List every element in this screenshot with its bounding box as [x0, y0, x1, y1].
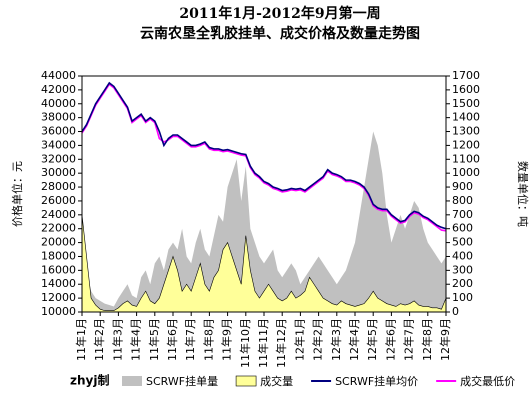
y-tick-label: 32000 [41, 152, 76, 165]
y-tick-label: 26000 [41, 194, 76, 207]
price-line [81, 81, 447, 230]
x-tick-label: 12年2月 [311, 318, 325, 361]
y-tick-label: 44000 [41, 69, 76, 82]
y-axis-label: 价格单位：元 [10, 161, 24, 227]
y2-tick-label: 700 [452, 208, 473, 221]
y-tick-label: 22000 [41, 222, 76, 235]
y2-axis-label: 数量单位：吨 [516, 161, 530, 227]
x-tick-label: 11年8月 [201, 318, 215, 361]
x-tick-label: 11年12月 [274, 318, 288, 368]
x-tick-label: 11年3月 [110, 318, 124, 361]
y2-tick-label: 300 [452, 263, 473, 276]
legend-label: 成交最低价 [460, 374, 515, 388]
x-tick-label: 12年3月 [329, 318, 343, 361]
y2-tick-label: 1000 [452, 166, 480, 179]
x-tick-label: 11年7月 [183, 318, 197, 361]
x-tick-label: 11年9月 [220, 318, 234, 361]
y-tick-label: 18000 [41, 249, 76, 262]
x-tick-label: 12年6月 [383, 318, 397, 361]
y2-tick-label: 1100 [452, 152, 480, 165]
y-tick-label: 42000 [41, 83, 76, 96]
x-tick-label: 11年6月 [165, 318, 179, 361]
x-tick-label: 12年1月 [292, 318, 306, 361]
chart-subtitle: 云南农垦全乳胶挂单、成交价格及数量走势图 [140, 25, 420, 42]
y-tick-label: 36000 [41, 125, 76, 138]
legend-swatch [122, 376, 142, 386]
y2-tick-label: 400 [452, 249, 473, 262]
x-tick-label: 11年4月 [129, 318, 143, 361]
x-tick-label: 11年10月 [238, 318, 252, 368]
x-tick-label: 12年9月 [438, 318, 452, 361]
legend-label: SCRWF挂单均价 [335, 374, 418, 388]
y2-tick-label: 1200 [452, 138, 480, 151]
y-tick-label: 14000 [41, 277, 76, 290]
legend-label: 成交量 [260, 374, 293, 388]
x-tick-label: 11年5月 [147, 318, 161, 361]
y2-tick-label: 0 [452, 305, 459, 318]
y2-tick-label: 800 [452, 194, 473, 207]
y-tick-label: 38000 [41, 111, 76, 124]
x-tick-label: 12年8月 [420, 318, 434, 361]
y-tick-label: 28000 [41, 180, 76, 193]
chart-title: 2011年1月-2012年9月第一周 [179, 5, 380, 22]
y2-tick-label: 200 [452, 277, 473, 290]
y2-tick-label: 1500 [452, 97, 480, 110]
x-tick-label: 11年11月 [256, 318, 270, 368]
x-tick-label: 12年5月 [365, 318, 379, 361]
y-tick-label: 10000 [41, 305, 76, 318]
volume-area [81, 214, 447, 313]
legend-swatch [235, 375, 257, 387]
x-tick-label: 11年1月 [74, 318, 88, 361]
x-tick-label: 12年7月 [402, 318, 416, 361]
y2-tick-label: 1400 [452, 111, 480, 124]
y2-tick-label: 1600 [452, 83, 480, 96]
x-tick-label: 11年2月 [92, 318, 106, 361]
y-tick-label: 40000 [41, 97, 76, 110]
y2-tick-label: 600 [452, 222, 473, 235]
price-line [81, 83, 447, 232]
y-tick-label: 20000 [41, 236, 76, 249]
y-tick-label: 30000 [41, 166, 76, 179]
y-tick-label: 34000 [41, 138, 76, 151]
y2-tick-label: 1300 [452, 125, 480, 138]
y-tick-label: 24000 [41, 208, 76, 221]
y-tick-label: 12000 [41, 291, 76, 304]
y2-tick-label: 100 [452, 291, 473, 304]
legend-label: SCRWF挂单量 [146, 374, 218, 388]
y-tick-label: 16000 [41, 263, 76, 276]
y2-tick-label: 1700 [452, 69, 480, 82]
volume-area [82, 131, 446, 312]
credit: zhyj制 [70, 373, 109, 388]
x-tick-label: 12年4月 [347, 318, 361, 361]
y2-tick-label: 900 [452, 180, 473, 193]
y2-tick-label: 500 [452, 236, 473, 249]
